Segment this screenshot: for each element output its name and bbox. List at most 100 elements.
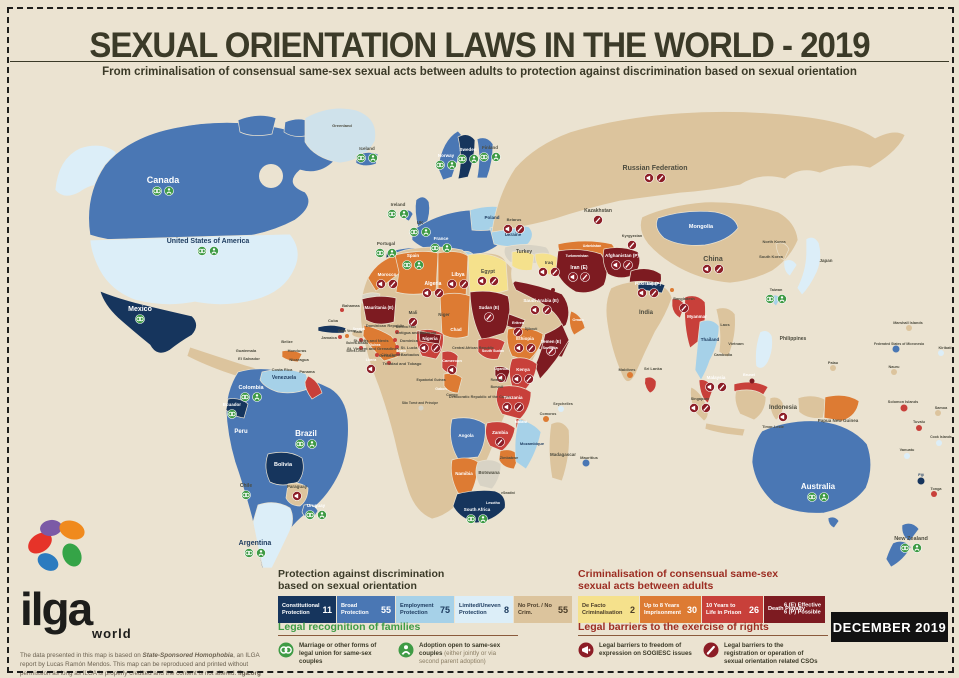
island-dot[interactable] (904, 453, 910, 459)
legend-cell[interactable]: Up to 8 Years Imprisonment 30 (640, 596, 701, 624)
protection-color-bar[interactable]: Constitutional Protection 11 Broad Protect… (278, 596, 574, 624)
country-south-sudan[interactable] (477, 337, 506, 360)
country-papua-new-guinea[interactable] (823, 394, 860, 422)
country-label: Ireland (391, 202, 406, 207)
country-south-africa[interactable] (452, 490, 506, 524)
legend-cell-count: 11 (322, 604, 332, 615)
country-ethiopia[interactable] (506, 327, 544, 362)
island-dot[interactable] (375, 353, 379, 357)
island-dot[interactable] (393, 338, 397, 342)
country-mongolia[interactable] (656, 210, 739, 246)
country-arctic-islands[interactable] (237, 115, 277, 136)
country-new-zealand-north[interactable] (901, 522, 920, 542)
country-venezuela[interactable] (259, 369, 311, 394)
region-java[interactable] (704, 422, 746, 437)
criminalisation-color-bar[interactable]: De Facto Criminalisation 2 Up to 8 Years I… (578, 596, 828, 624)
country-namibia[interactable] (450, 457, 479, 496)
country-bangladesh[interactable] (671, 298, 686, 319)
country-australia[interactable] (751, 420, 872, 514)
country-bolivia[interactable] (265, 451, 304, 486)
country-uk[interactable] (414, 196, 430, 228)
cso-barrier-icon (593, 215, 603, 225)
island-dot[interactable] (340, 308, 344, 312)
island-dot[interactable] (906, 325, 912, 331)
island-dot[interactable] (670, 288, 674, 292)
ilga-org-link[interactable]: ilga.org (238, 670, 261, 678)
island-dot[interactable] (582, 459, 590, 467)
country-guyana[interactable] (304, 375, 323, 400)
legend-cell[interactable]: Constitutional Protection 11 (278, 596, 336, 624)
island-dot[interactable] (395, 330, 399, 334)
island-dot[interactable] (418, 405, 424, 411)
region-nigeria-north[interactable] (418, 330, 442, 345)
country-greenland[interactable] (304, 107, 376, 164)
island-dot[interactable] (892, 345, 900, 353)
country-label: Cameroon (442, 358, 462, 363)
island-dot[interactable] (936, 440, 942, 446)
country-madagascar[interactable] (548, 421, 570, 482)
island-dot[interactable] (645, 380, 651, 386)
country-mozambique[interactable] (514, 418, 542, 470)
island-dot[interactable] (387, 361, 391, 365)
country-thailand[interactable] (694, 319, 720, 381)
country-canada[interactable] (88, 122, 336, 243)
island-dot[interactable] (551, 288, 555, 292)
legend-cell[interactable]: De Facto Criminalisation 2 (578, 596, 639, 624)
island-dot[interactable] (749, 378, 755, 384)
island-dot[interactable] (395, 345, 399, 349)
region-indochina[interactable] (715, 307, 736, 358)
island-dot[interactable] (338, 335, 342, 339)
island-dot[interactable] (627, 372, 633, 378)
legend-cell[interactable]: Death Penalty 6 (E) Effective 6 (P) Possib… (764, 596, 825, 624)
country-label: Philippines (780, 336, 807, 342)
region-west-new-guinea[interactable] (797, 395, 827, 419)
island-dot[interactable] (935, 410, 941, 416)
country-chad[interactable] (439, 292, 471, 339)
country-mauritania[interactable] (361, 295, 397, 325)
legend-cell[interactable]: Broad Protection 55 (337, 596, 395, 624)
legend-cell[interactable]: Employment Protection 75 (396, 596, 454, 624)
country-japan[interactable] (796, 236, 821, 296)
country-zimbabwe[interactable] (498, 449, 520, 470)
expression-barrier-icon (422, 288, 432, 298)
country-cuba[interactable] (317, 324, 347, 334)
legend-cell[interactable]: 10 Years to Life in Prison 26 (702, 596, 763, 624)
island-dot[interactable] (345, 334, 349, 338)
country-usa[interactable] (89, 233, 299, 305)
country-zambia[interactable] (485, 421, 516, 452)
country-north-korea[interactable] (775, 242, 790, 261)
island-dot[interactable] (830, 365, 836, 371)
island-dot[interactable] (938, 350, 944, 356)
country-iran[interactable] (555, 249, 608, 294)
island-dot[interactable] (891, 369, 897, 375)
country-label: Mali (409, 310, 418, 315)
country-honduras[interactable] (281, 350, 303, 363)
island-dot[interactable] (916, 425, 922, 431)
country-label: Sudan (E) (479, 305, 500, 310)
country-angola[interactable] (450, 417, 486, 460)
legend-cell[interactable]: Limited/Uneven Protection 8 (455, 596, 513, 624)
country-syria[interactable] (511, 250, 535, 271)
island-dot[interactable] (359, 338, 363, 342)
island-dot[interactable] (543, 416, 549, 422)
legend-cell[interactable]: No Prot. / No Crim. 55 (514, 596, 572, 624)
region-tasmania[interactable] (827, 516, 840, 529)
country-russia[interactable] (491, 111, 906, 233)
criminalisation-heading: Criminalisation of consensual same-sex s… (578, 568, 779, 593)
country-botswana[interactable] (475, 459, 502, 490)
region-borneo[interactable] (734, 389, 767, 421)
island-dot[interactable] (559, 303, 565, 309)
island-dot[interactable] (396, 352, 400, 356)
country-south-korea[interactable] (783, 259, 798, 277)
island-dot[interactable] (900, 404, 908, 412)
region-sumatra[interactable] (690, 386, 709, 422)
country-mexico[interactable] (99, 290, 197, 354)
island-dot[interactable] (931, 491, 937, 497)
country-philippines[interactable] (755, 330, 773, 369)
island-dot[interactable] (359, 346, 363, 350)
island-dot[interactable] (917, 477, 925, 485)
country-label: St. Kitts and Nevis (353, 338, 389, 343)
island-dot[interactable] (558, 406, 564, 412)
country-oman[interactable] (569, 310, 586, 336)
